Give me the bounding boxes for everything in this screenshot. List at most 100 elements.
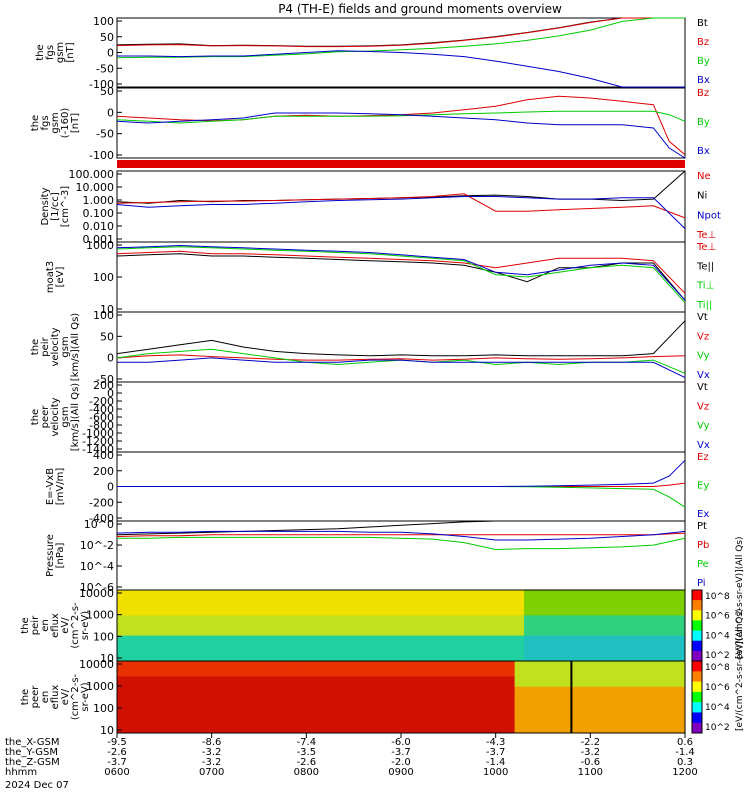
spectrogram-cell	[524, 681, 535, 688]
series-line-Pb	[116, 532, 686, 537]
spectrogram-cell	[353, 727, 364, 734]
spectrogram-cell	[372, 717, 383, 724]
spectrogram-cell	[154, 717, 165, 724]
y-tick-label: 10	[100, 652, 114, 665]
spectrogram-cell	[656, 712, 667, 719]
spectrogram-cell	[344, 691, 355, 698]
spectrogram-cell	[590, 691, 601, 698]
spectrogram-cell	[296, 645, 307, 652]
spectrogram-cell	[259, 655, 269, 662]
spectrogram-cell	[145, 610, 156, 616]
spectrogram-cell	[656, 645, 667, 652]
spectrogram-cell	[306, 590, 317, 596]
spectrogram-cell	[543, 691, 553, 698]
spectrogram-cell	[647, 645, 658, 652]
spectrogram-cell	[609, 600, 620, 606]
spectrogram-cell	[202, 717, 213, 724]
spectrogram-cell	[590, 707, 601, 713]
colorbar-segment	[692, 590, 702, 601]
spectrogram-cell	[666, 595, 677, 601]
y-tick-label: -200	[89, 496, 114, 509]
series-line-Te||	[116, 253, 686, 301]
spectrogram-cell	[325, 666, 336, 672]
spectrogram-cell	[599, 645, 610, 652]
spectrogram-cell	[495, 727, 506, 734]
spectrogram-cell	[249, 595, 260, 601]
spectrogram-cell	[543, 595, 553, 601]
spectrogram-cell	[666, 655, 677, 662]
spectrogram-cell	[277, 676, 288, 683]
spectrogram-cell	[277, 595, 288, 601]
spectrogram-cell	[164, 722, 175, 729]
spectrogram-cell	[571, 686, 582, 693]
spectrogram-cell	[533, 615, 544, 621]
spectrogram-cell	[202, 655, 213, 662]
spectrogram-cell	[448, 625, 459, 632]
spectrogram-cell	[647, 610, 658, 616]
spectrogram-cell	[495, 691, 506, 698]
spectrogram-cell	[296, 702, 307, 708]
spectrogram-cell	[533, 600, 544, 606]
spectrogram-cell	[135, 722, 146, 729]
spectrogram-cell	[580, 590, 591, 596]
spectrogram-cell	[240, 661, 251, 667]
spectrogram-cell	[221, 610, 232, 616]
series-line-By	[116, 110, 686, 124]
spectrogram-cell	[211, 702, 222, 708]
y-tick-label: 100	[93, 309, 114, 322]
spectrogram-cell	[164, 640, 175, 647]
spectrogram-cell	[438, 600, 449, 606]
spectrogram-cell	[524, 676, 535, 683]
spectrogram-cell	[599, 712, 610, 719]
spectrogram-cell	[675, 635, 686, 642]
spectrogram-cell	[154, 630, 165, 637]
spectrogram-cell	[505, 717, 516, 724]
spectrogram-cell	[268, 595, 279, 601]
spectrogram-cell	[192, 595, 203, 601]
spectrogram-cell	[202, 625, 213, 632]
spectrogram-cell	[240, 712, 251, 719]
spectrogram-cell	[372, 702, 383, 708]
spectrogram-cell	[183, 676, 194, 683]
spectrogram-cell	[296, 661, 307, 667]
spectrogram-cell	[524, 610, 535, 616]
spectrogram-cell	[628, 590, 639, 596]
spectrogram-cell	[533, 661, 544, 667]
spectrogram-cell	[325, 727, 336, 734]
spectrogram-cell	[429, 671, 440, 677]
spectrogram-cell	[571, 707, 582, 713]
spectrogram-cell	[363, 671, 374, 677]
spectrogram-cell	[183, 681, 194, 688]
spectrogram-cell	[552, 686, 563, 693]
spectrogram-cell	[401, 666, 411, 672]
spectrogram-cell	[202, 676, 213, 683]
spectrogram-cell	[211, 590, 222, 596]
spectrogram-cell	[334, 635, 345, 642]
spectrogram-cell	[410, 707, 421, 713]
spectrogram-cell	[325, 615, 336, 621]
spectrogram-cell	[211, 630, 222, 637]
spectrogram-cell	[268, 590, 279, 596]
spectrogram-cell	[249, 635, 260, 642]
spectrogram-cell	[561, 686, 572, 693]
series-line-Bx	[116, 112, 686, 159]
spectrogram-cell	[495, 676, 506, 683]
spectrogram-cell	[505, 712, 516, 719]
spectrogram-cell	[363, 712, 374, 719]
spectrogram-cell	[372, 620, 383, 626]
spectrogram-cell	[505, 620, 516, 626]
legend-entry: Pi	[697, 578, 706, 589]
spectrogram-cell	[154, 625, 165, 632]
spectrogram-cell	[524, 620, 535, 626]
spectrogram-cell	[476, 590, 487, 596]
spectrogram-cell	[571, 615, 582, 621]
spectrogram-cell	[656, 722, 667, 729]
spectrogram-cell	[571, 681, 582, 688]
spectrogram-cell	[448, 640, 459, 647]
spectrogram-cell	[183, 727, 194, 734]
spectrogram-cell	[117, 717, 127, 724]
spectrogram-cell	[410, 625, 421, 632]
spectrogram-cell	[599, 625, 610, 632]
spectrogram-cell	[524, 727, 535, 734]
spectrogram-cell	[419, 722, 430, 729]
